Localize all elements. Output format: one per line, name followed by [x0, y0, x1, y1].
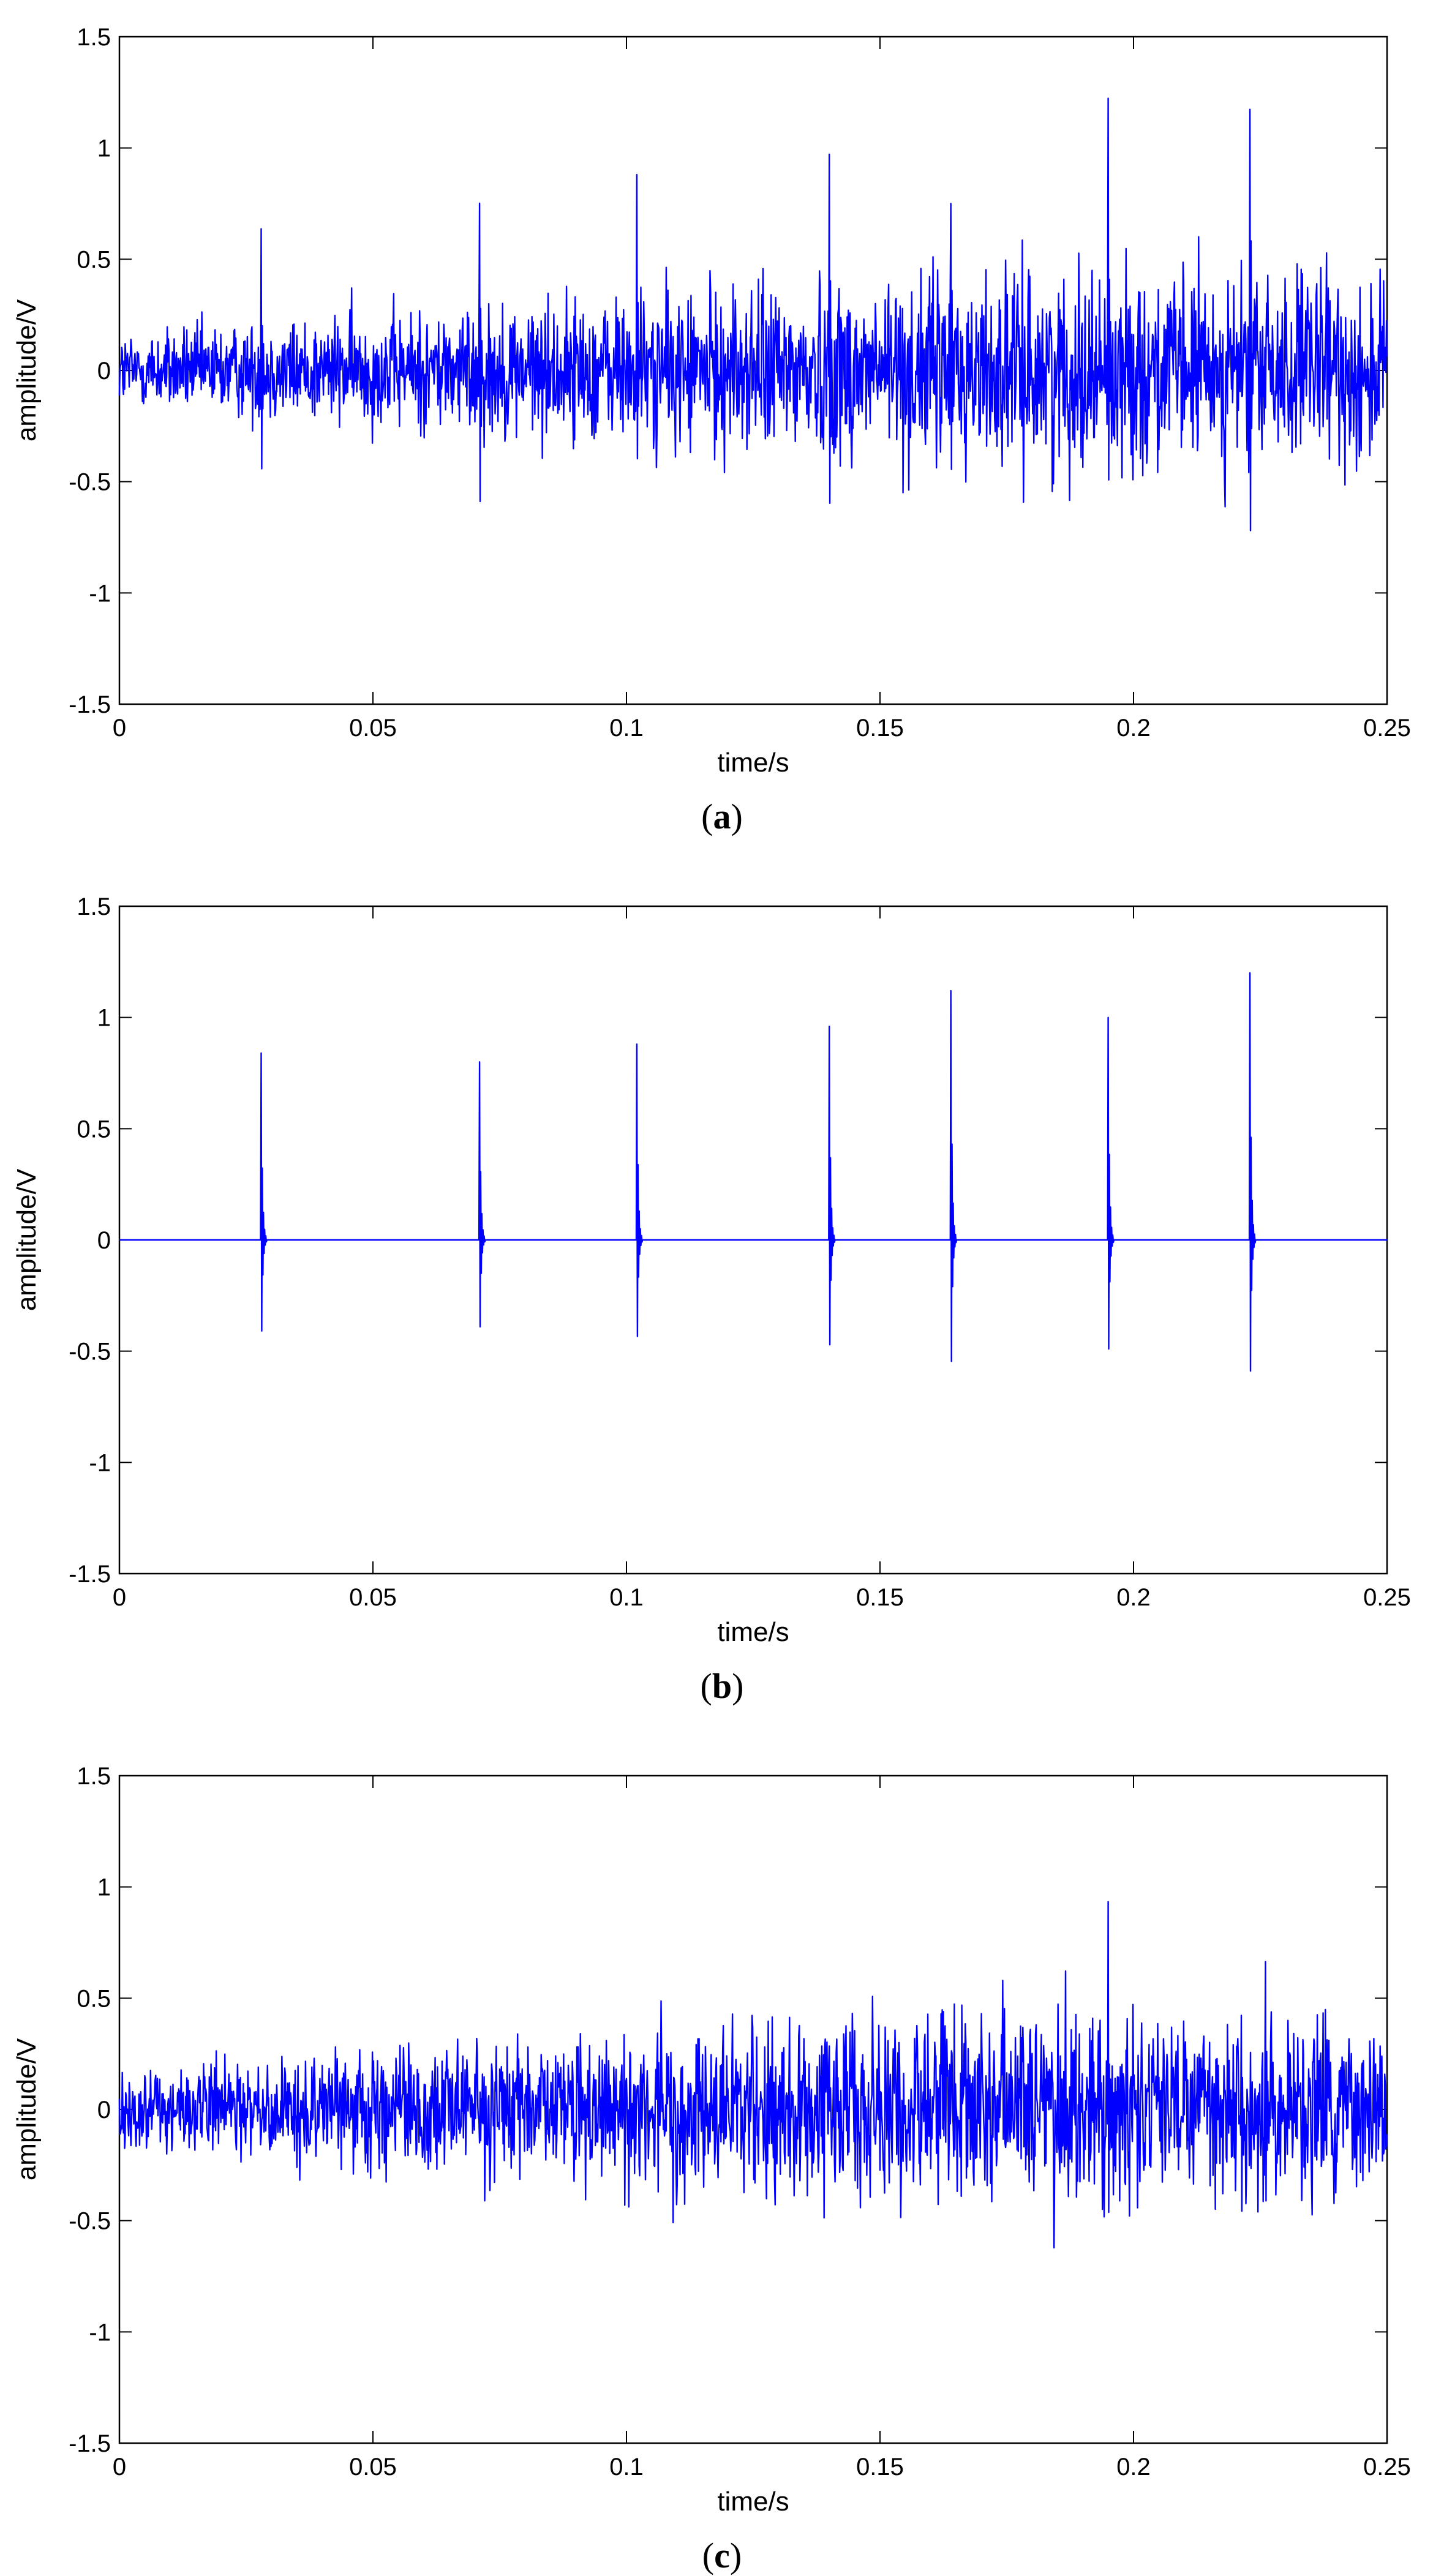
- y-tick-label: -1.5: [69, 1561, 111, 1588]
- x-tick-label: 0: [113, 1584, 126, 1611]
- y-tick-label: 0: [97, 1227, 111, 1254]
- y-tick-label: -0.5: [69, 1339, 111, 1365]
- x-axis-label: time/s: [717, 2487, 789, 2517]
- y-tick-label: 0.5: [77, 1116, 111, 1143]
- x-tick-label: 0.15: [856, 2454, 904, 2480]
- x-tick-label: 0.1: [609, 1584, 644, 1611]
- y-tick-label: -1: [89, 2319, 111, 2346]
- chart-panel-a: 0 0.05 0.1 0.15 0.2 0.25 1.5 1 0.5 0 -0.5 -1 -1.5 tim…: [0, 0, 1444, 857]
- y-tick-label: 0.5: [77, 1985, 111, 2012]
- x-axis-label: time/s: [717, 1617, 789, 1647]
- y-tick-label: -0.5: [69, 469, 111, 496]
- chart-b-svg: 0 0.05 0.1 0.15 0.2 0.25 1.5 1 0.5 0 -0.5 -1 -1.5 tim…: [12, 893, 1411, 1647]
- x-tick-label: 0.15: [856, 715, 904, 742]
- y-tick-label: 0.5: [77, 246, 111, 273]
- x-tick-label: 0.1: [609, 2454, 644, 2480]
- chart-c-svg: 0 0.05 0.1 0.15 0.2 0.25 1.5 1 0.5 0 -0.5 -1 -1.5 tim…: [12, 1763, 1411, 2517]
- signal-line: [118, 97, 1388, 531]
- chart-a-svg: 0 0.05 0.1 0.15 0.2 0.25 1.5 1 0.5 0 -0.5 -1 -1.5 tim…: [12, 24, 1411, 778]
- y-tick-label: -1.5: [69, 2430, 111, 2457]
- y-axis-label: amplitude/V: [12, 2038, 42, 2180]
- x-tick-label: 0: [113, 715, 126, 742]
- chart-panel-b: 0 0.05 0.1 0.15 0.2 0.25 1.5 1 0.5 0 -0.5 -1 -1.5 tim…: [0, 869, 1444, 1727]
- y-tick-label: 1: [97, 135, 111, 162]
- x-tick-label: 0.05: [349, 715, 397, 742]
- x-tick-label: 0.05: [349, 2454, 397, 2480]
- x-tick-label: 0.25: [1363, 715, 1411, 742]
- caption-a: (a): [701, 797, 743, 836]
- signal-line: [118, 1901, 1388, 2249]
- caption-c: (c): [702, 2536, 742, 2575]
- x-tick-label: 0.05: [349, 1584, 397, 1611]
- x-tick-label: 0.2: [1116, 2454, 1151, 2480]
- chart-panel-c: 0 0.05 0.1 0.15 0.2 0.25 1.5 1 0.5 0 -0.5 -1 -1.5 tim…: [0, 1739, 1444, 2576]
- x-tick-label: 0.2: [1116, 1584, 1151, 1611]
- x-axis-label: time/s: [717, 748, 789, 778]
- x-tick-label: 0.2: [1116, 715, 1151, 742]
- x-tick-label: 0.1: [609, 715, 644, 742]
- y-tick-label: 1.5: [77, 893, 111, 920]
- y-tick-label: -0.5: [69, 2208, 111, 2235]
- y-tick-label: 1: [97, 1005, 111, 1032]
- x-tick-label: 0: [113, 2454, 126, 2480]
- x-tick-label: 0.25: [1363, 2454, 1411, 2480]
- y-tick-label: -1: [89, 1449, 111, 1476]
- y-tick-label: 1.5: [77, 1763, 111, 1790]
- y-tick-label: 0: [97, 2097, 111, 2124]
- x-tick-label: 0.25: [1363, 1584, 1411, 1611]
- y-tick-label: 0: [97, 358, 111, 385]
- y-tick-label: -1: [89, 580, 111, 607]
- y-axis-label: amplitude/V: [12, 299, 42, 441]
- y-tick-label: 1.5: [77, 24, 111, 51]
- y-axis-label: amplitude/V: [12, 1168, 42, 1311]
- y-tick-label: -1.5: [69, 691, 111, 718]
- signal-line: [119, 972, 1388, 1372]
- caption-b: (b): [700, 1666, 744, 1706]
- y-tick-label: 1: [97, 1874, 111, 1901]
- x-tick-label: 0.15: [856, 1584, 904, 1611]
